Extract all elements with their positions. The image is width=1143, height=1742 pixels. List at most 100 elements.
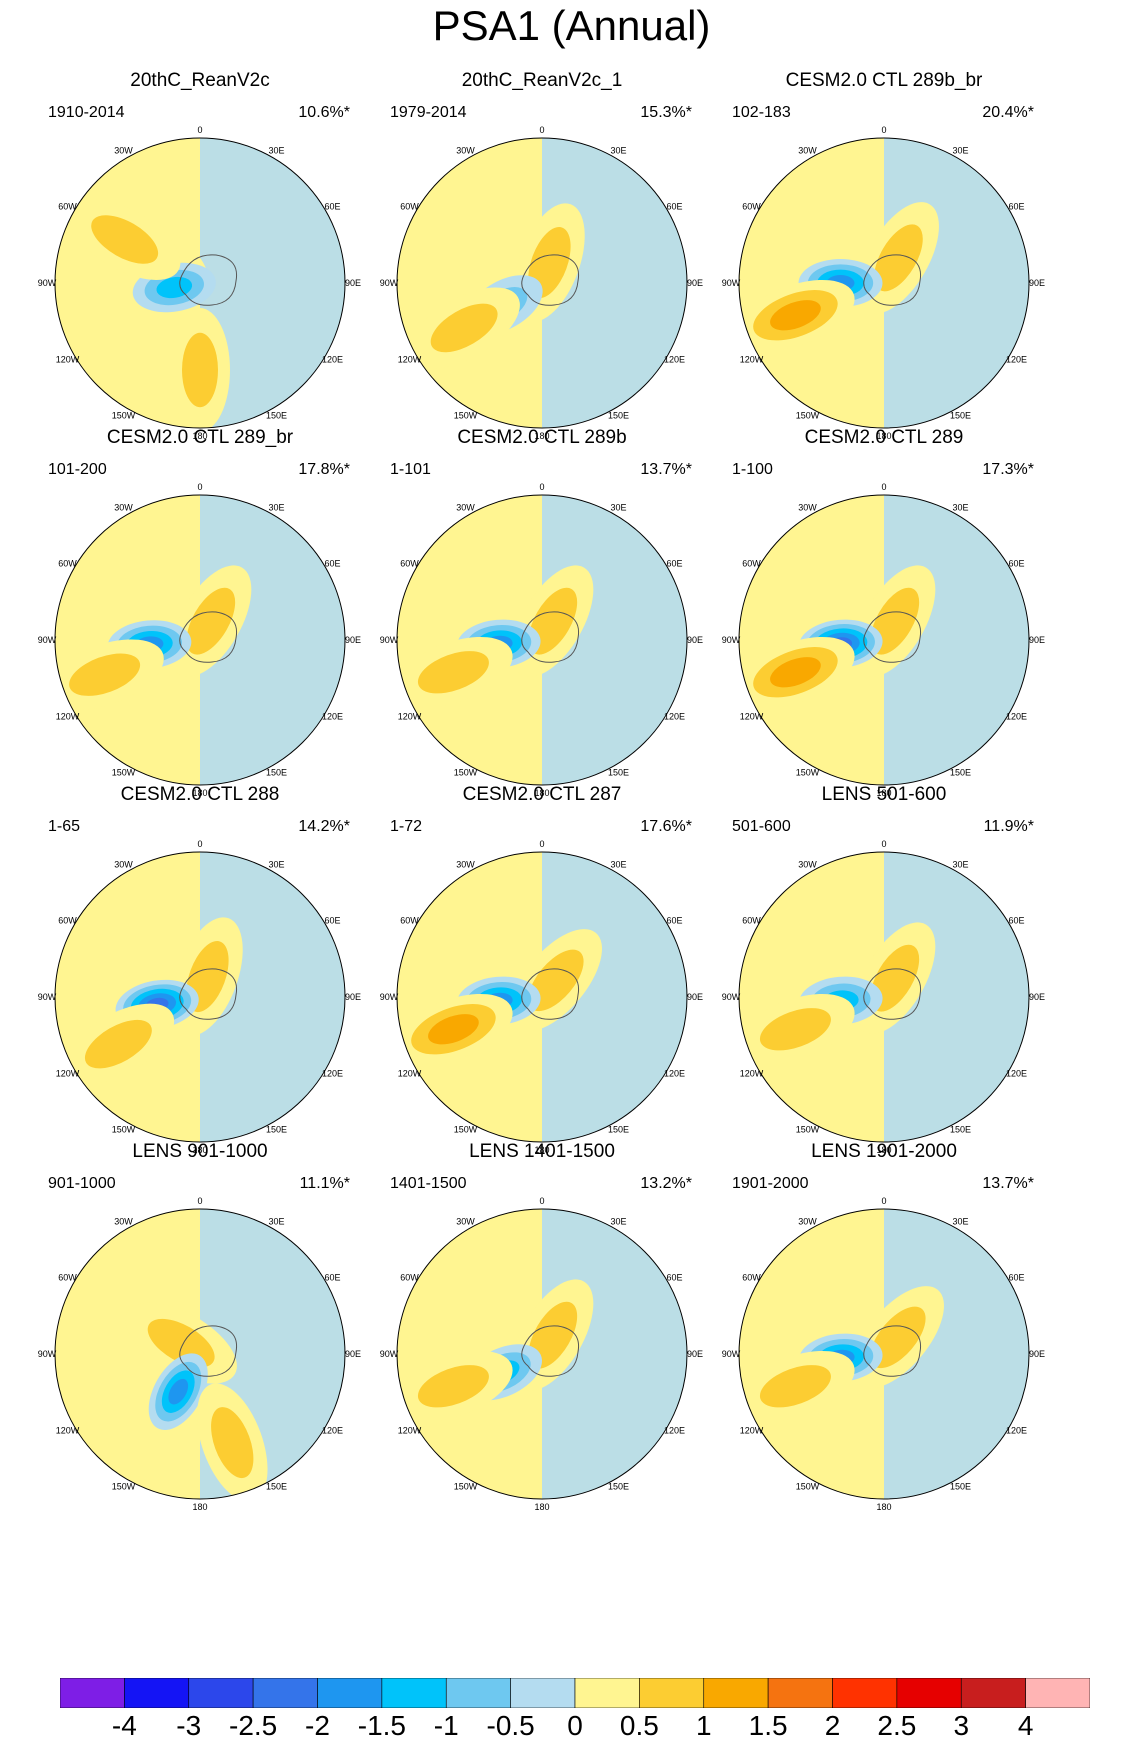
longitude-label: 60W [742, 1273, 761, 1283]
longitude-label: 30E [952, 145, 968, 155]
longitude-label: 90E [687, 278, 703, 288]
longitude-label: 30W [114, 502, 133, 512]
colorbar-tick-label: -0.5 [486, 1710, 535, 1741]
colorbar-swatch [832, 1678, 898, 1708]
antarctica-outline [863, 968, 922, 1020]
antarctica-outline [179, 1325, 238, 1377]
longitude-label: 30E [952, 1216, 968, 1226]
longitude-label: 60E [666, 202, 682, 212]
variance-explained: 13.7%* [982, 1175, 1034, 1192]
colorbar-swatch [960, 1678, 1026, 1708]
longitude-label: 180 [876, 431, 891, 441]
contour-level [84, 1019, 152, 1069]
longitude-label: 150W [112, 768, 136, 778]
variance-explained: 11.9%* [983, 818, 1034, 835]
panel-period: 1401-1500 [390, 1175, 467, 1192]
longitude-label: 120E [664, 1069, 685, 1079]
longitude-label: 60W [58, 1273, 77, 1283]
colorbar-swatch [188, 1678, 254, 1708]
map-panel: 20thC_ReanV2c_1 1979-2014 15.3%* 0 30E 60E 90E… [362, 70, 722, 450]
longitude-label: 120E [664, 355, 685, 365]
polar-map: 0 30E 60E 90E 120E 150E 180 150W 120W 90W 60W 30W [722, 839, 1045, 1155]
longitude-label: 120W [398, 1426, 422, 1436]
figure-title: PSA1 (Annual) [432, 2, 711, 49]
longitude-label: 150E [266, 768, 287, 778]
longitude-label: 60E [1008, 559, 1024, 569]
longitude-label: 90W [722, 1349, 741, 1359]
colorbar-labels: -4 -3 -2.5 -2 -1.5 -1 -0.5 0 0.5 1 1.5 2 2.5 3 4 [60, 1710, 1090, 1741]
longitude-label: 150E [608, 411, 629, 421]
panel-period: 101-200 [48, 461, 107, 478]
longitude-label: 60W [58, 559, 77, 569]
map-panel: CESM2.0 CTL 289b_br 102-183 20.4%* 0 30E 60E 9… [704, 70, 1064, 450]
longitude-label: 180 [876, 1145, 891, 1155]
longitude-label: 120E [664, 1426, 685, 1436]
longitude-label: 0 [881, 482, 886, 492]
longitude-label: 120W [56, 1426, 80, 1436]
longitude-label: 60W [58, 202, 77, 212]
panel-title: CESM2.0 CTL 289 [804, 427, 964, 448]
contour-level [417, 1365, 489, 1408]
panel-period: 1-100 [732, 461, 773, 478]
longitude-label: 150E [950, 768, 971, 778]
polar-map: 0 30E 60E 90E 120E 150E 180 150W 120W 90W 60W 30W [722, 482, 1045, 798]
longitude-label: 120W [398, 712, 422, 722]
longitude-label: 30W [456, 1216, 475, 1226]
longitude-label: 0 [881, 839, 886, 849]
longitude-label: 180 [876, 1502, 891, 1512]
colorbar-tick-label: -3 [176, 1710, 202, 1741]
map-border [54, 494, 346, 786]
longitude-label: 150E [266, 1482, 287, 1492]
map-border [396, 1208, 688, 1500]
longitude-label: 150W [454, 768, 478, 778]
longitude-label: 30E [610, 502, 626, 512]
negative-region [884, 1209, 1029, 1499]
longitude-label: 90W [722, 278, 741, 288]
longitude-label: 180 [534, 1145, 549, 1155]
colorbar-tick-label: 0 [567, 1710, 583, 1741]
longitude-label: 60E [1008, 202, 1024, 212]
longitude-label: 30E [268, 502, 284, 512]
longitude-label: 150E [950, 411, 971, 421]
longitude-label: 0 [197, 1196, 202, 1206]
colorbar-swatch [381, 1678, 447, 1708]
map-border [738, 137, 1030, 429]
panel-title: CESM2.0 CTL 289_br [106, 427, 294, 448]
contour-level [186, 587, 236, 655]
longitude-label: 120W [56, 1069, 80, 1079]
longitude-label: 30E [268, 145, 284, 155]
map-panel: LENS 901-1000 901-1000 11.1%* 0 30E 60E 90E 120… [20, 1141, 380, 1521]
map-panel: LENS 1401-1500 1401-1500 13.2%* 0 30E 60E 90E 1… [362, 1141, 722, 1521]
colorbar-swatch [896, 1678, 962, 1708]
longitude-label: 30W [114, 145, 133, 155]
colorbar-tick-label: -4 [111, 1710, 137, 1741]
variance-explained: 17.6%* [640, 818, 692, 835]
colorbar-swatch [317, 1678, 383, 1708]
colorbar-swatch [60, 1678, 125, 1708]
longitude-label: 60W [400, 1273, 419, 1283]
variance-explained: 14.2%* [298, 818, 350, 835]
colorbar-tick-label: 2 [824, 1710, 841, 1741]
longitude-label: 90E [345, 278, 361, 288]
panel-title: CESM2.0 CTL 289b [457, 427, 627, 448]
panel-title: 20thC_ReanV2c [130, 70, 270, 91]
longitude-label: 90W [38, 278, 57, 288]
panel-title: CESM2.0 CTL 287 [462, 784, 622, 805]
longitude-label: 120W [56, 712, 80, 722]
longitude-label: 120W [56, 355, 80, 365]
contour-level [759, 1008, 831, 1051]
colorbar [60, 1678, 1090, 1708]
longitude-label: 150W [454, 411, 478, 421]
longitude-label: 120E [322, 355, 343, 365]
contour-level [870, 1306, 926, 1369]
longitude-label: 150W [112, 1125, 136, 1135]
longitude-label: 0 [881, 125, 886, 135]
longitude-label: 150W [454, 1125, 478, 1135]
longitude-label: 150W [454, 1482, 478, 1492]
longitude-label: 150E [266, 1125, 287, 1135]
longitude-label: 150E [266, 411, 287, 421]
longitude-label: 60W [742, 559, 761, 569]
map-panel: CESM2.0 CTL 289 1-100 17.3%* 0 30E 60E 90E 120E… [704, 427, 1064, 807]
longitude-label: 150E [608, 1125, 629, 1135]
polar-map: 0 30E 60E 90E 120E 150E 180 150W 120W 90W 60W 30W [722, 1196, 1045, 1512]
